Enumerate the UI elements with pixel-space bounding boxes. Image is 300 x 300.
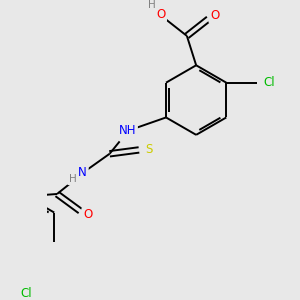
Text: N: N	[78, 166, 87, 179]
Text: Cl: Cl	[263, 76, 275, 89]
Text: Cl: Cl	[20, 287, 32, 300]
Text: H: H	[148, 0, 156, 10]
Text: O: O	[156, 8, 165, 21]
Text: O: O	[210, 8, 219, 22]
Text: NH: NH	[118, 124, 136, 137]
Text: H: H	[69, 173, 76, 184]
Text: S: S	[145, 143, 153, 156]
Text: O: O	[83, 208, 93, 221]
